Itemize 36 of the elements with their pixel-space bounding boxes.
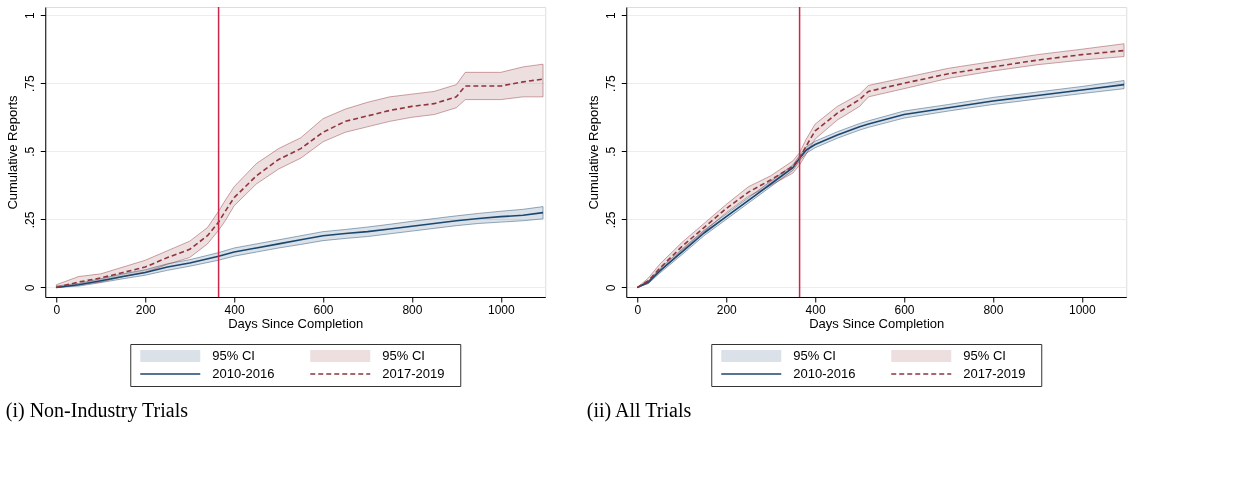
x-tick-label: 400 <box>224 302 245 317</box>
x-tick-label: 400 <box>805 302 826 317</box>
legend-label: 2010-2016 <box>212 366 275 381</box>
x-tick-label: 200 <box>716 302 738 317</box>
text: 95% CI <box>963 348 1006 363</box>
y-axis-title: Cumulative Reports <box>585 94 601 210</box>
x-tick-label: 600 <box>313 302 334 317</box>
y-tick-label: .75 <box>603 75 618 93</box>
x-tick-label: 800 <box>402 302 423 317</box>
x-tick-label: 1000 <box>487 302 515 317</box>
legend-label: 2010-2016 <box>793 366 856 381</box>
y-tick-label: .25 <box>22 211 37 229</box>
text: 95% CI <box>793 348 836 363</box>
y-tick-label: 0 <box>603 284 618 292</box>
x-axis-title: Days Since Completion <box>809 315 945 331</box>
text: (ii) All Trials <box>586 398 692 422</box>
legend-label: 2017-2019 <box>382 366 445 381</box>
text: 95% CI <box>212 348 255 363</box>
x-tick-label: 800 <box>983 302 1004 317</box>
y-tick-label: 1 <box>22 12 37 20</box>
x-tick-label: 200 <box>135 302 157 317</box>
text: (i) Non-Industry Trials <box>5 398 189 422</box>
x-axis-title: Days Since Completion <box>228 315 364 331</box>
x-tick-label: 0 <box>53 302 61 317</box>
y-tick-label: .5 <box>22 146 37 157</box>
y-tick-label: .25 <box>603 211 618 229</box>
x-tick-label: 0 <box>634 302 642 317</box>
y-tick-label: 1 <box>603 12 618 20</box>
legend-label: 2017-2019 <box>963 366 1026 381</box>
y-axis-title: Cumulative Reports <box>4 94 20 210</box>
x-tick-label: 600 <box>894 302 915 317</box>
y-tick-label: .75 <box>22 75 37 93</box>
text: 95% CI <box>382 348 425 363</box>
x-tick-label: 1000 <box>1068 302 1096 317</box>
y-tick-label: .5 <box>603 146 618 157</box>
y-tick-label: 0 <box>22 284 37 292</box>
